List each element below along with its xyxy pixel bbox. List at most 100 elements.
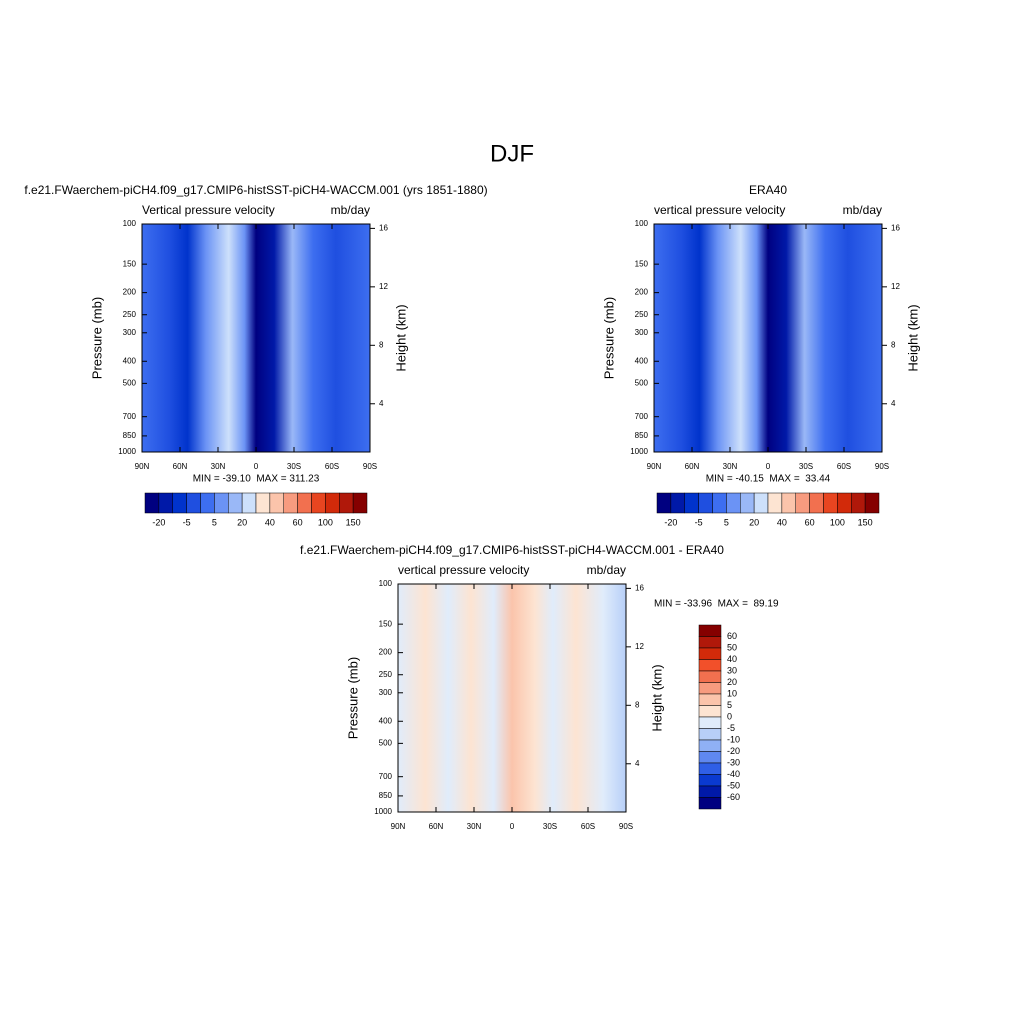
colorbar-label: 100	[318, 517, 333, 527]
x-tick-label: 90S	[875, 462, 889, 471]
colorbar-box	[698, 774, 722, 787]
y-tick-label: 200	[379, 648, 393, 657]
colorbar-label: -40	[727, 769, 740, 779]
y2-tick-label: 16	[891, 223, 900, 232]
colorbar-label: 50	[727, 642, 737, 652]
y-tick-label: 100	[379, 579, 393, 588]
panel-title: ERA40	[749, 183, 787, 197]
colorbar-label: -20	[152, 517, 165, 527]
colorbar-box	[325, 492, 340, 514]
y-tick-label: 850	[635, 431, 649, 440]
y2-tick-label: 16	[379, 223, 388, 232]
y-tick-label: 850	[123, 431, 137, 440]
colorbar-box	[698, 636, 722, 649]
y2-tick-label: 12	[379, 282, 388, 291]
colorbar-label: 20	[237, 517, 247, 527]
colorbar-label: -20	[664, 517, 677, 527]
y2-tick-label: 4	[891, 399, 896, 408]
min-max-stats: MIN = -33.96 MAX = 89.19	[654, 599, 779, 610]
figure-title: DJF	[490, 140, 534, 167]
y-tick-label: 300	[379, 688, 393, 697]
y-tick-label: 150	[379, 619, 393, 628]
contour-field	[142, 224, 370, 452]
y2-tick-label: 12	[635, 642, 644, 651]
subtitle-right: mb/day	[843, 203, 882, 217]
colorbar-label: -30	[727, 757, 740, 767]
colorbar-box	[339, 492, 354, 514]
y-tick-label: 150	[123, 259, 137, 268]
colorbar-box	[864, 492, 880, 514]
panel-title: f.e21.FWaerchem-piCH4.f09_g17.CMIP6-hist…	[24, 183, 487, 197]
colorbar-box	[851, 492, 866, 514]
colorbar-box	[214, 492, 229, 514]
colorbar-box	[740, 492, 755, 514]
subtitle-right: mb/day	[331, 203, 370, 217]
x-tick-label: 90N	[647, 462, 662, 471]
colorbar-box	[698, 728, 722, 741]
y2-tick-label: 8	[635, 700, 640, 709]
colorbar-label: 40	[777, 517, 787, 527]
y-tick-label: 400	[635, 356, 649, 365]
y-tick-label: 500	[635, 378, 649, 387]
y-axis-label: Pressure (mb)	[601, 297, 616, 379]
colorbar-box	[158, 492, 173, 514]
x-tick-label: 0	[766, 462, 771, 471]
y-tick-label: 100	[123, 219, 137, 228]
colorbar-box	[297, 492, 312, 514]
x-tick-label: 30N	[211, 462, 226, 471]
y-tick-label: 250	[635, 310, 649, 319]
subtitle-left: vertical pressure velocity	[654, 203, 785, 217]
colorbar-box	[698, 785, 722, 798]
colorbar-box	[753, 492, 769, 514]
y-tick-label: 700	[123, 412, 137, 421]
colorbar-label: 20	[727, 677, 737, 687]
x-tick-label: 30N	[467, 822, 482, 831]
x-tick-label: 30N	[723, 462, 738, 471]
colorbar-label: -5	[183, 517, 191, 527]
x-tick-label: 30S	[799, 462, 813, 471]
colorbar-label: 60	[727, 631, 737, 641]
y-tick-label: 1000	[374, 807, 392, 816]
colorbar-label: 150	[858, 517, 873, 527]
colorbar-box	[283, 492, 298, 514]
colorbar-box	[269, 492, 284, 514]
colorbar-label: -50	[727, 780, 740, 790]
x-tick-label: 60N	[173, 462, 188, 471]
colorbar-label: 5	[724, 517, 729, 527]
subtitle-left: vertical pressure velocity	[398, 563, 529, 577]
colorbar-box	[698, 670, 722, 683]
colorbar-box	[698, 647, 722, 660]
colorbar-label: 150	[346, 517, 361, 527]
colorbar-label: 100	[830, 517, 845, 527]
y-axis-label: Pressure (mb)	[345, 657, 360, 739]
x-tick-label: 30S	[543, 822, 557, 831]
y-tick-label: 250	[123, 310, 137, 319]
colorbar-box	[698, 751, 722, 764]
colorbar-box	[144, 492, 160, 514]
y-tick-label: 250	[379, 670, 393, 679]
colorbar-label: 5	[212, 517, 217, 527]
colorbar-box	[670, 492, 685, 514]
y-tick-label: 1000	[630, 447, 648, 456]
y2-tick-label: 8	[379, 340, 384, 349]
y-tick-label: 200	[635, 288, 649, 297]
subtitle-right: mb/day	[587, 563, 626, 577]
contour-field	[654, 224, 882, 452]
colorbar-box	[352, 492, 368, 514]
colorbar-label: -5	[727, 723, 735, 733]
colorbar-label: 60	[805, 517, 815, 527]
y-tick-label: 500	[123, 378, 137, 387]
colorbar-box	[255, 492, 271, 514]
colorbar-box	[795, 492, 810, 514]
y2-tick-label: 8	[891, 340, 896, 349]
colorbar-box	[241, 492, 257, 514]
x-tick-label: 60S	[581, 822, 595, 831]
colorbar-box	[809, 492, 824, 514]
y-tick-label: 300	[123, 328, 137, 337]
colorbar-box	[823, 492, 838, 514]
colorbar-label: 20	[749, 517, 759, 527]
colorbar-box	[698, 693, 722, 706]
colorbar-box	[698, 624, 722, 637]
colorbar-label: 5	[727, 700, 732, 710]
colorbar-box	[698, 739, 722, 752]
